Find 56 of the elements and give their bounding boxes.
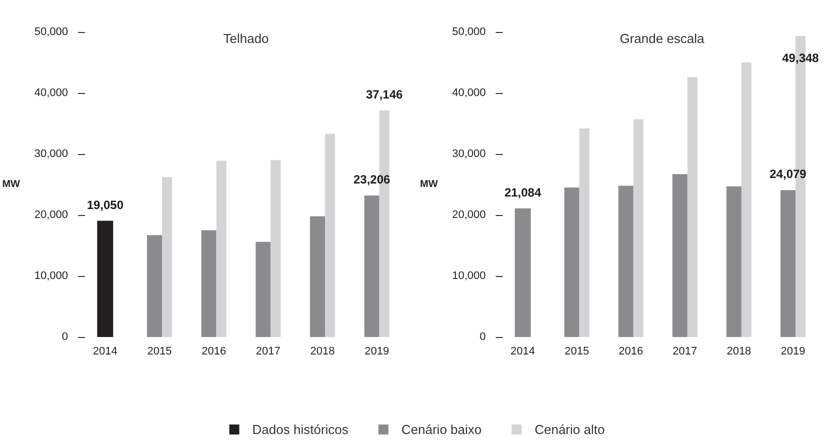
x-tick-label: 2014	[510, 346, 536, 358]
bar	[633, 119, 644, 337]
legend-label: Dados históricos	[252, 422, 349, 437]
bar	[216, 160, 226, 337]
bar	[256, 242, 271, 337]
bar	[270, 160, 281, 337]
bar	[726, 186, 742, 337]
y-tick-label: 0	[62, 331, 68, 343]
x-tick-label: 2018	[310, 346, 335, 358]
y-axis-title: MW	[2, 179, 21, 190]
bar	[147, 235, 162, 337]
legend-label: Cenário baixo	[401, 422, 482, 437]
legend-label: Cenário alto	[534, 422, 605, 437]
x-tick-label: 2017	[256, 346, 280, 358]
y-tick-label: 20,000	[34, 209, 68, 221]
bar	[201, 230, 216, 337]
bar	[741, 62, 752, 337]
bar	[687, 77, 698, 337]
x-tick-label: 2016	[618, 346, 644, 358]
y-tick-label: 30,000	[34, 148, 68, 160]
bar	[579, 128, 590, 337]
y-tick-label: 50,000	[34, 26, 68, 38]
data-label: 19,050	[86, 198, 124, 212]
x-tick-label: 2016	[202, 346, 226, 358]
y-tick-label: 40,000	[34, 87, 68, 99]
data-label: 37,146	[366, 87, 404, 102]
bar	[780, 190, 796, 337]
chart-title: Grande escala	[620, 31, 706, 46]
x-tick-label: 2014	[92, 346, 118, 358]
bar	[310, 216, 325, 337]
x-tick-label: 2019	[780, 346, 806, 358]
bar	[364, 195, 380, 337]
data-label: 21,084	[504, 185, 542, 200]
x-tick-label: 2017	[672, 346, 698, 358]
bar	[618, 186, 634, 337]
bar	[672, 174, 688, 337]
chart-title: Telhado	[223, 31, 269, 46]
bar	[97, 220, 114, 337]
bar	[325, 134, 335, 337]
y-tick-label: 20,000	[452, 209, 486, 221]
data-label: 24,079	[770, 167, 807, 182]
x-tick-label: 2019	[364, 346, 390, 358]
y-tick-label: 0	[480, 331, 486, 343]
y-axis-title: MW	[420, 179, 438, 190]
y-tick-label: 30,000	[452, 148, 486, 160]
data-label: 23,206	[353, 172, 391, 186]
bar	[564, 188, 580, 337]
y-tick-label: 10,000	[34, 270, 68, 282]
bar	[162, 177, 172, 337]
y-tick-label: 40,000	[452, 87, 486, 99]
data-label: 49,348	[782, 50, 820, 65]
y-tick-label: 50,000	[452, 26, 486, 38]
y-tick-label: 10,000	[452, 270, 486, 282]
x-tick-label: 2015	[564, 346, 590, 358]
x-tick-label: 2018	[726, 346, 752, 358]
x-tick-label: 2015	[147, 346, 172, 358]
